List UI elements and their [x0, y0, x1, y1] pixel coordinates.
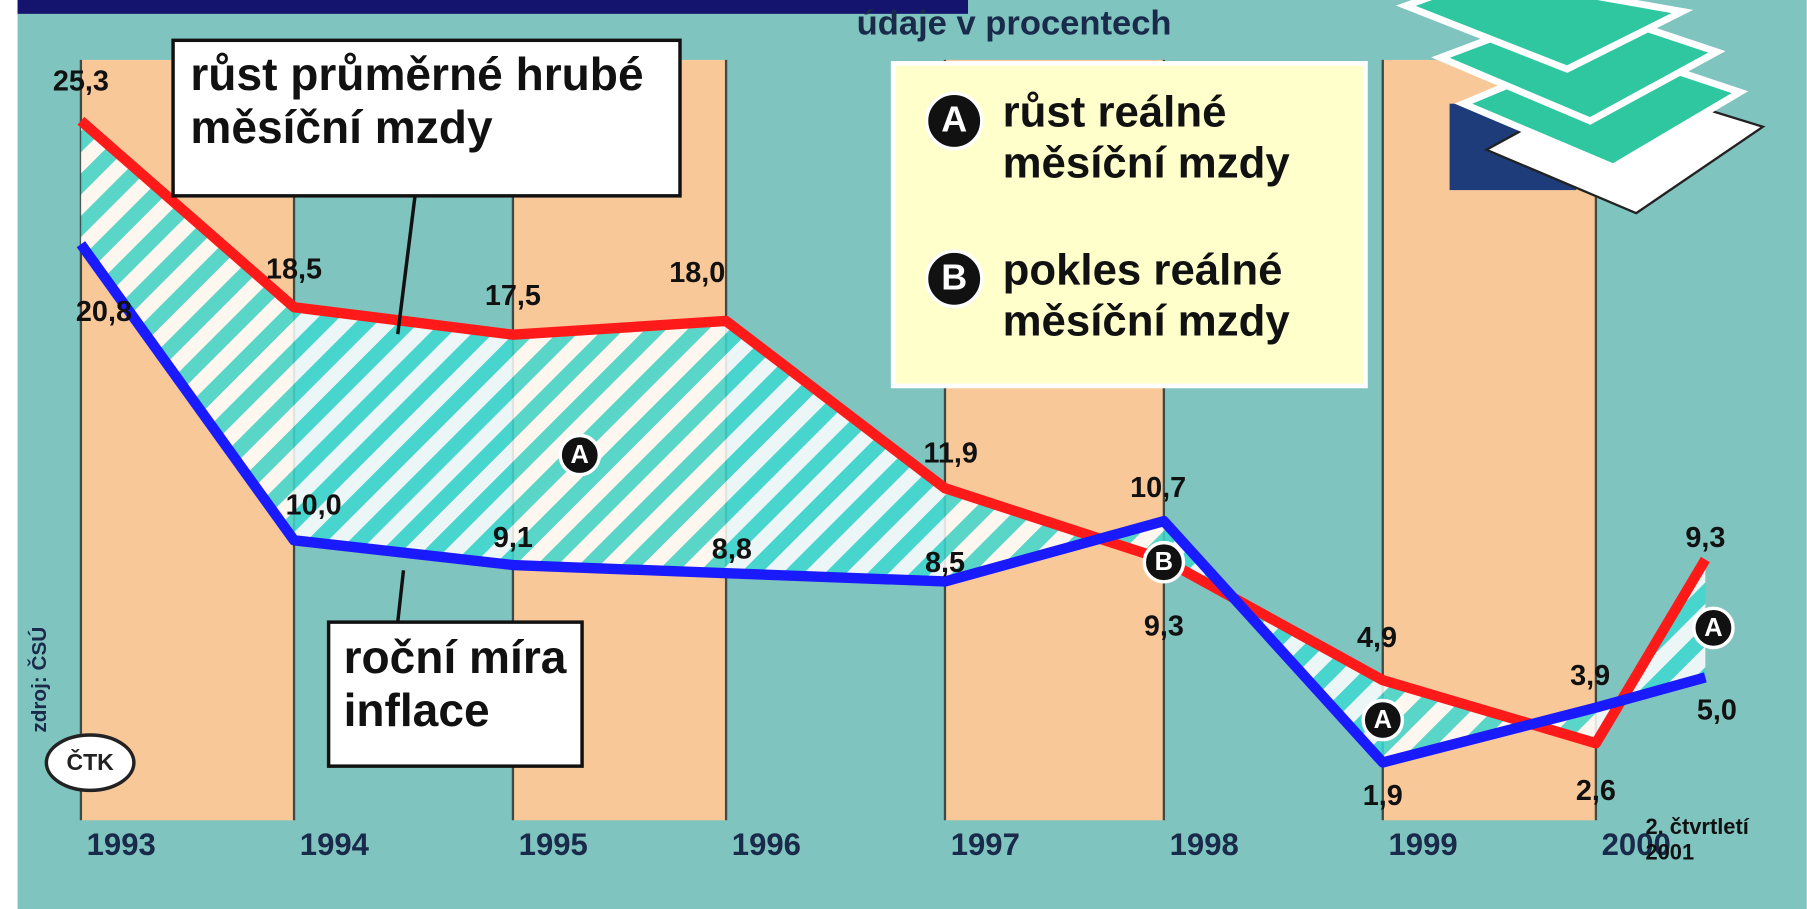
data-label: 25,3 [53, 66, 109, 98]
marker-letter: A [941, 99, 967, 140]
x-tick-label: 1995 [519, 827, 588, 862]
marker-letter: A [1374, 706, 1392, 734]
data-label: 10,0 [286, 490, 342, 522]
data-label: 9,1 [493, 522, 533, 554]
data-label: 3,9 [1570, 660, 1610, 692]
subtitle: údaje v procentech [857, 4, 1172, 42]
chart: údaje v procentech 1993 1994 1995 1996 1997 1… [0, 0, 1807, 909]
page: {"chart_data": {"type": "line", "subtitl… [0, 0, 1807, 909]
source: zdroj: ČSÚ [27, 627, 51, 733]
x-tick-label: 1997 [951, 827, 1020, 862]
data-label: 18,5 [266, 253, 322, 285]
x-tick-label: 1994 [300, 827, 370, 862]
legend-label: růst reálné měsíční mzdy [1003, 89, 1349, 190]
data-label: 18,0 [669, 257, 725, 289]
data-label: 20,8 [76, 296, 132, 328]
data-label: 9,3 [1144, 610, 1184, 642]
data-label: 5,0 [1697, 695, 1737, 727]
header-bar [18, 0, 968, 14]
data-label: 11,9 [924, 438, 978, 470]
marker-letter: A [1704, 614, 1722, 642]
x-tick-label: 1998 [1170, 827, 1239, 862]
series-callout-box: růst průměrné hrubé měsíční mzdy [190, 48, 674, 192]
data-label: 2,6 [1576, 775, 1616, 807]
legend-label: pokles reálné měsíční mzdy [1003, 247, 1349, 348]
series-callout-box: roční míra inflace [344, 631, 574, 763]
x-tick-label: 1999 [1389, 827, 1458, 862]
data-label: 8,5 [925, 547, 965, 579]
x-tick-label: 1996 [732, 827, 801, 862]
data-label: 9,3 [1685, 522, 1725, 554]
legend-label-box: růst reálné měsíční mzdy [1003, 89, 1349, 216]
data-label: 17,5 [485, 280, 541, 312]
series-callout: růst průměrné hrubé měsíční mzdy [190, 48, 674, 154]
data-label: 1,9 [1363, 780, 1403, 812]
logo-text: ČTK [66, 748, 114, 775]
x-tick-label-box: 2. čtvrtletí 2001 [1645, 816, 1801, 902]
marker-letter: B [941, 256, 967, 297]
marker-letter: B [1155, 548, 1173, 576]
data-label: 8,8 [712, 533, 752, 565]
x-tick-label: 2. čtvrtletí 2001 [1645, 816, 1801, 866]
data-label: 4,9 [1357, 622, 1397, 654]
legend-label-box: pokles reálné měsíční mzdy [1003, 247, 1349, 374]
data-label: 10,7 [1130, 472, 1186, 504]
marker-letter: A [571, 441, 589, 469]
x-tick-label: 1993 [87, 827, 156, 862]
series-callout: roční míra inflace [344, 631, 574, 737]
